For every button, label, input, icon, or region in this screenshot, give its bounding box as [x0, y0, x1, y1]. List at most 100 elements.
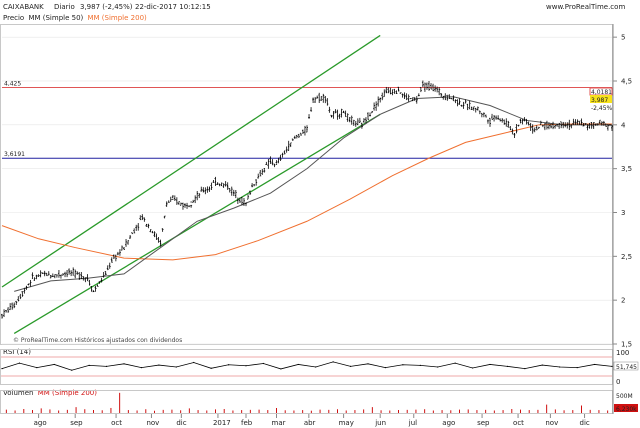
- price-point: [13, 303, 15, 306]
- x-tick-label: oct: [111, 419, 122, 427]
- resistance-label: 4,425: [4, 81, 21, 88]
- price-point: [397, 89, 400, 91]
- rsi-point: [576, 367, 578, 369]
- rsi-point: [227, 364, 230, 366]
- price-point: [245, 203, 247, 205]
- volume-bars: [5, 392, 609, 413]
- x-tick-label: sep: [70, 419, 83, 427]
- price-point: [44, 273, 46, 275]
- rsi-point: [541, 364, 543, 366]
- rsi-point: [349, 365, 352, 367]
- rsi-point: [559, 366, 561, 368]
- x-tick-label: jul: [408, 419, 417, 427]
- volume-value: 6,230k: [616, 406, 637, 413]
- price-point: [153, 233, 156, 236]
- rsi-point: [454, 362, 456, 364]
- price-point: [599, 122, 601, 124]
- volume-value-tag: [614, 404, 638, 412]
- legend-volume: Volumen: [3, 389, 34, 397]
- price-point: [227, 185, 229, 187]
- rsi-point: [315, 366, 317, 368]
- price-point: [50, 275, 52, 277]
- rsi-point: [384, 367, 387, 369]
- price-points: [1, 84, 613, 316]
- price-point: [458, 102, 461, 104]
- x-tick-label: nov: [146, 419, 159, 427]
- price-point: [550, 125, 552, 128]
- rsi-point: [158, 364, 160, 366]
- rsi-point: [18, 362, 21, 364]
- price-point: [190, 201, 192, 203]
- price-point: [568, 124, 570, 126]
- price-point: [105, 273, 107, 275]
- price-point: [434, 87, 436, 89]
- price-point: [208, 187, 210, 189]
- price-point: [416, 99, 418, 101]
- price-point: [587, 125, 589, 128]
- price-point: [202, 189, 204, 192]
- rsi-point: [437, 366, 439, 368]
- x-tick-label: oct: [513, 419, 524, 427]
- price-point: [544, 124, 546, 126]
- x-tick-label: jun: [374, 419, 386, 427]
- price-tags: 4,0181 3,987 -2,45%: [589, 87, 613, 112]
- legend-volume-ma: MM (Simple 200): [37, 389, 97, 397]
- price-point: [452, 97, 454, 100]
- y-tick-label: 2: [621, 297, 625, 305]
- price-point: [288, 146, 290, 148]
- x-tick-label: ago: [34, 419, 47, 427]
- price-point: [80, 275, 82, 277]
- rsi-point: [245, 365, 247, 367]
- x-tick-label: abr: [304, 419, 316, 427]
- rsi-point: [471, 367, 474, 369]
- rsi-value: 51,745: [616, 364, 637, 371]
- rsi-points: [1, 361, 613, 371]
- price-point: [385, 90, 387, 93]
- price-point: [324, 96, 326, 98]
- ma50-line: [14, 96, 612, 292]
- price-pane-frame: [0, 24, 613, 345]
- price-point: [343, 111, 345, 113]
- rsi-point: [53, 363, 55, 366]
- legend-price: Precio: [3, 14, 25, 22]
- price-point: [471, 106, 473, 108]
- price-point: [233, 192, 235, 194]
- ma200-line: [1, 123, 612, 261]
- price-point: [580, 121, 583, 123]
- price-point: [160, 242, 162, 244]
- symbol-label: CAIXABANK: [3, 3, 44, 11]
- y-tick-label: 3,5: [621, 165, 632, 173]
- price-point: [141, 216, 143, 218]
- rsi-point: [489, 363, 491, 366]
- x-tick-label: ago: [442, 419, 455, 427]
- x-tick-label: may: [339, 419, 354, 427]
- price-point: [123, 246, 125, 249]
- x-tick-label: dic: [580, 419, 590, 427]
- channel-upper-line: [1, 34, 381, 288]
- price-point: [251, 185, 253, 187]
- price-point: [263, 168, 265, 170]
- price-point: [147, 225, 149, 227]
- rsi-point: [593, 363, 596, 366]
- rsi-point: [1, 368, 3, 370]
- rsi-point: [210, 367, 212, 369]
- rsi-pane-frame: [0, 349, 613, 385]
- rsi-point: [419, 364, 421, 366]
- title-bar: CAIXABANK Diario 3,987 (-2,45%) 22-dic-2…: [0, 0, 640, 14]
- rsi-point: [140, 367, 143, 369]
- price-point: [532, 128, 534, 130]
- rsi-point: [262, 362, 265, 365]
- rsi-point: [506, 365, 509, 367]
- price-point: [111, 260, 113, 262]
- x-tick-label: mar: [272, 419, 286, 427]
- price-point: [519, 119, 522, 122]
- rsi-point: [297, 363, 299, 366]
- volume-legend: Volumen MM (Simple 200): [3, 389, 97, 398]
- price-point: [330, 115, 332, 117]
- price-point: [404, 96, 406, 98]
- price-series: [1, 80, 613, 319]
- price-point: [294, 137, 296, 139]
- rsi-point: [175, 366, 177, 368]
- price-point: [68, 271, 70, 273]
- x-tick-label: nov: [545, 419, 558, 427]
